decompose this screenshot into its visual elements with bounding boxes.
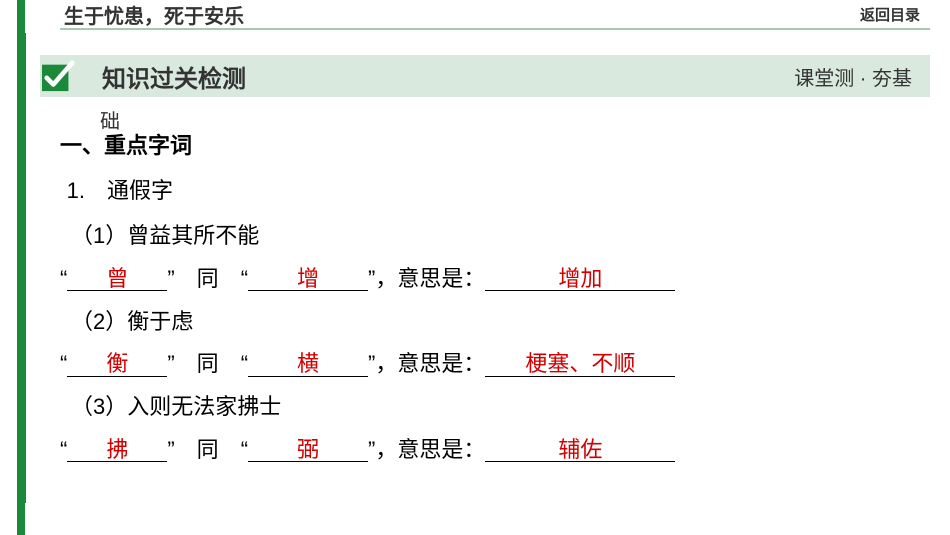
pad <box>175 351 197 376</box>
meaning-is: ，意思是： <box>375 351 485 376</box>
pad <box>219 437 241 462</box>
answer-char: 衡 <box>67 352 167 376</box>
item-row: （1）曾益其所不能 <box>71 215 920 258</box>
answer-char: 拂 <box>67 438 167 462</box>
answer-meaning: 增加 <box>485 267 675 291</box>
blank-row: “曾” 同 “增”，意思是：增加 <box>60 258 920 301</box>
quote-close: ” <box>167 351 174 376</box>
section-title: 知识过关检测 <box>102 59 246 94</box>
answer-meaning: 梗塞、不顺 <box>485 352 675 376</box>
quote-open: “ <box>60 351 67 376</box>
quote-open: “ <box>241 351 248 376</box>
answer-same: 增 <box>248 267 368 291</box>
check-icon <box>40 59 78 93</box>
item-row: （2）衡于虑 <box>71 301 920 344</box>
quote-open: “ <box>60 437 67 462</box>
item-row: （3）入则无法家拂士 <box>71 386 920 429</box>
item-num: （1） <box>71 223 127 248</box>
item-prompt: 入则无法家拂士 <box>127 394 281 419</box>
section-bar: 知识过关检测 课堂测 · 夯基 <box>40 55 930 97</box>
blank-row: “衡” 同 “横”，意思是：梗塞、不顺 <box>60 343 920 386</box>
heading-2: 1. 通假字 <box>60 170 920 213</box>
same-as: 同 <box>197 266 219 291</box>
quote-close: ” <box>167 266 174 291</box>
item-num: （2） <box>71 309 127 334</box>
pad <box>175 437 197 462</box>
heading-1: 一、重点字词 <box>60 125 920 168</box>
answer-same: 横 <box>248 352 368 376</box>
answer-same: 弼 <box>248 438 368 462</box>
back-link[interactable]: 返回目录 <box>860 4 930 25</box>
pad <box>219 266 241 291</box>
top-title-bar: 生于忧患，死于安乐 返回目录 <box>60 0 930 30</box>
same-as: 同 <box>197 437 219 462</box>
meaning-is: ，意思是： <box>375 437 485 462</box>
item-num: （3） <box>71 394 127 419</box>
answer-meaning: 辅佐 <box>485 438 675 462</box>
quote-close: ” <box>167 437 174 462</box>
lesson-title: 生于忧患，死于安乐 <box>60 0 244 29</box>
pad <box>219 351 241 376</box>
section-subtitle: 课堂测 · 夯基 <box>794 62 912 91</box>
left-divider <box>25 33 26 503</box>
content-area: 一、重点字词 1. 通假字 （1）曾益其所不能 “曾” 同 “增”，意思是：增加… <box>60 125 920 472</box>
left-accent-bar <box>17 0 25 535</box>
quote-open: “ <box>60 266 67 291</box>
answer-char: 曾 <box>67 267 167 291</box>
meaning-is: ，意思是： <box>375 266 485 291</box>
quote-open: “ <box>241 266 248 291</box>
item-prompt: 衡于虑 <box>127 309 193 334</box>
pad <box>175 266 197 291</box>
same-as: 同 <box>197 351 219 376</box>
item-prompt: 曾益其所不能 <box>127 223 259 248</box>
blank-row: “拂” 同 “弼”，意思是：辅佐 <box>60 429 920 472</box>
quote-open: “ <box>241 437 248 462</box>
